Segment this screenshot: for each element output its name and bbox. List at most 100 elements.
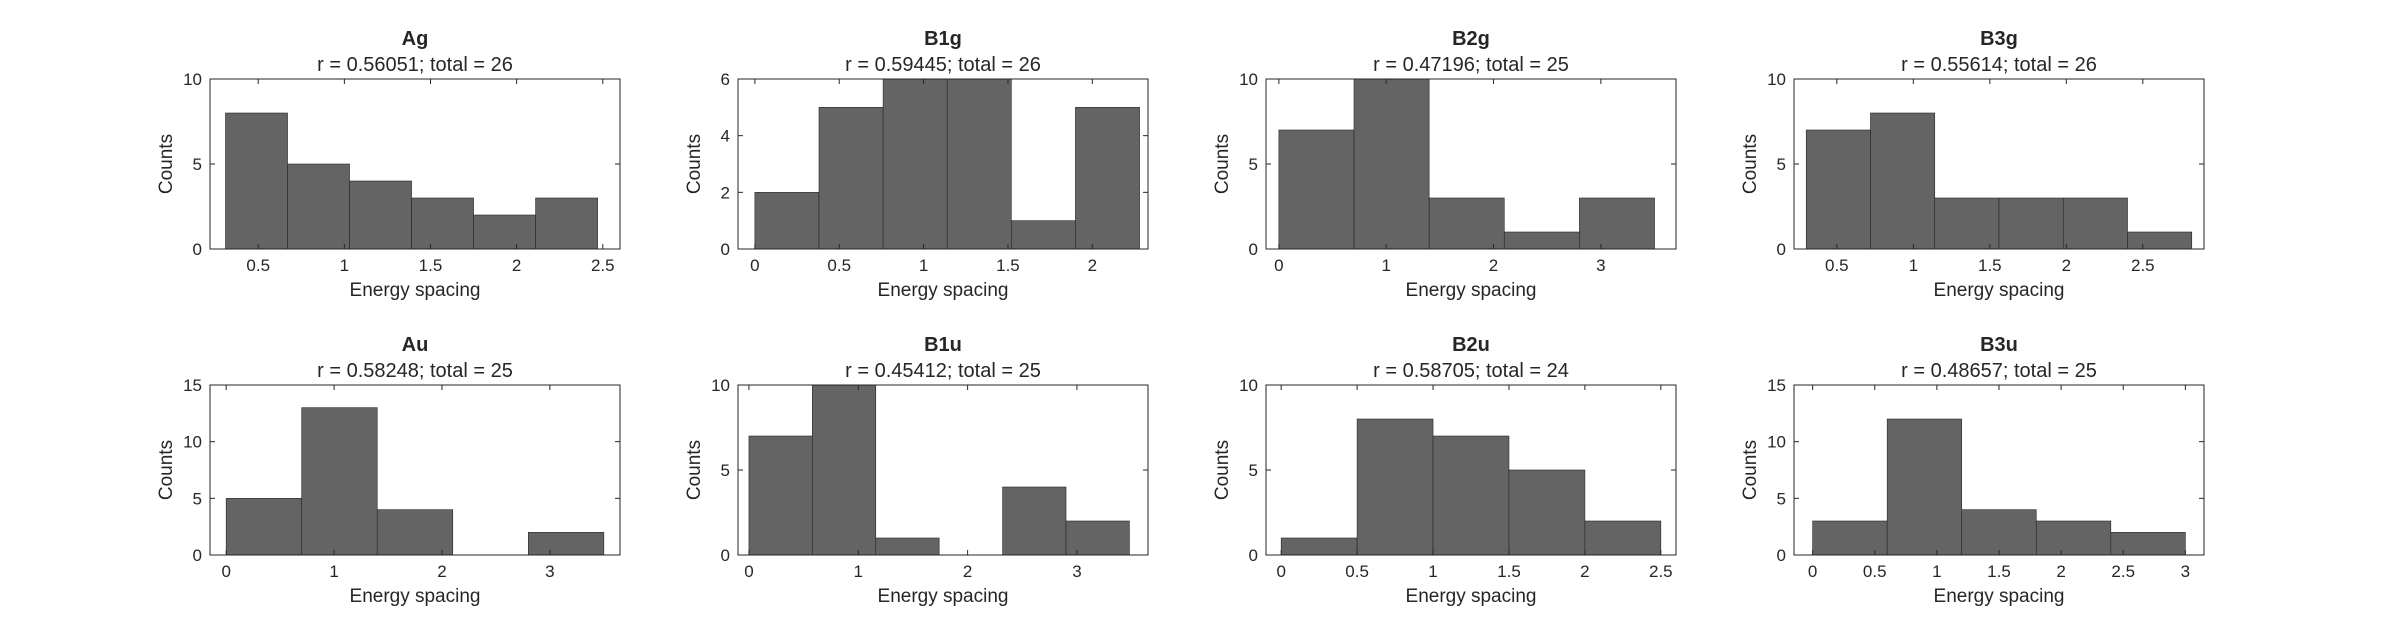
- histogram-bar: [225, 112, 288, 250]
- histogram-bar: [2110, 532, 2186, 556]
- histogram-bar: [225, 498, 303, 556]
- y-axis-label: Counts: [1740, 440, 1761, 500]
- histogram-bar: [2062, 197, 2128, 250]
- x-tick-label: 0: [744, 562, 753, 581]
- histogram-panel: 0.5 1 1.5 2 2.5 0 5 10 Ag r = 0.56051; total = 26…: [156, 28, 621, 301]
- panel-title: B3u: [1980, 334, 2018, 356]
- histogram-bar: [1961, 509, 2037, 556]
- histogram-bar: [1805, 129, 1871, 250]
- x-tick-label: 0.5: [246, 256, 270, 275]
- x-tick-label: 1.5: [1987, 562, 2011, 581]
- histogram-bar: [882, 78, 948, 250]
- x-tick-label: 2: [963, 562, 972, 581]
- y-tick-label: 5: [1249, 155, 1258, 174]
- x-tick-label: 2.5: [591, 256, 615, 275]
- histogram-bar: [812, 384, 877, 556]
- panel-title: B3g: [1980, 28, 2018, 50]
- histogram-bar: [1065, 520, 1130, 556]
- y-tick-label: 0: [193, 240, 202, 259]
- y-tick-label: 0: [1777, 240, 1786, 259]
- y-tick-label: 10: [711, 376, 730, 395]
- x-tick-label: 0: [750, 256, 759, 275]
- histogram-bar: [818, 107, 884, 250]
- panel-subtitle: r = 0.48657; total = 25: [1901, 360, 2097, 382]
- histogram-bar: [1934, 197, 2000, 250]
- histogram-bar: [527, 532, 605, 556]
- x-tick-label: 0.5: [1345, 562, 1369, 581]
- y-tick-label: 5: [1777, 155, 1786, 174]
- axes-frame: [209, 384, 621, 556]
- x-tick-label: 1: [1932, 562, 1941, 581]
- x-tick-label: 0.5: [1863, 562, 1887, 581]
- histogram-bar: [1579, 197, 1655, 250]
- histogram-bar: [1432, 435, 1510, 556]
- histogram-bar: [1503, 231, 1580, 250]
- x-tick-label: 1.5: [419, 256, 443, 275]
- x-tick-label: 3: [2181, 562, 2190, 581]
- y-tick-label: 0: [1249, 240, 1258, 259]
- histogram-bar: [535, 197, 598, 250]
- x-tick-label: 2: [1580, 562, 1589, 581]
- y-tick-label: 0: [721, 240, 730, 259]
- panel-subtitle: r = 0.56051; total = 26: [317, 54, 513, 76]
- y-tick-label: 5: [721, 461, 730, 480]
- x-tick-label: 0.5: [1825, 256, 1849, 275]
- y-axis-label: Counts: [684, 134, 705, 194]
- y-axis-label: Counts: [1212, 440, 1233, 500]
- y-tick-label: 10: [1239, 376, 1258, 395]
- histogram-bar: [2127, 231, 2193, 250]
- x-tick-label: 2.5: [2111, 562, 2135, 581]
- x-tick-label: 1: [1428, 562, 1437, 581]
- x-axis-label: Energy spacing: [1406, 586, 1537, 607]
- histogram-bar: [1356, 418, 1434, 556]
- histogram-panel: 0 0.5 1 1.5 2 0 2 4 6 B1g r = 0.59445; total = 26 E…: [684, 28, 1149, 301]
- histogram-bar: [1428, 197, 1505, 250]
- histogram-bar: [376, 509, 454, 556]
- x-tick-label: 1: [919, 256, 928, 275]
- x-tick-label: 0: [221, 562, 230, 581]
- y-axis-label: Counts: [156, 440, 177, 500]
- x-axis-label: Energy spacing: [1934, 586, 2065, 607]
- y-axis-label: Counts: [684, 440, 705, 500]
- x-tick-label: 0: [1276, 562, 1285, 581]
- x-tick-label: 0: [1808, 562, 1817, 581]
- y-tick-label: 10: [1239, 70, 1258, 89]
- histogram-bar: [1870, 112, 1936, 250]
- histogram-bar: [875, 537, 940, 556]
- panel-title: B1u: [924, 334, 962, 356]
- histogram-panel: 0 1 2 3 0 5 10 B2g r = 0.47196; total = 25 Energy…: [1212, 28, 1677, 301]
- y-tick-label: 15: [1767, 376, 1786, 395]
- x-tick-label: 1: [1909, 256, 1918, 275]
- x-tick-label: 1: [1381, 256, 1390, 275]
- histogram-bar: [1886, 418, 1963, 556]
- histogram-panel: 0 1 2 3 0 5 10 15 Au r = 0.58248; total = 25 Energ…: [156, 334, 621, 607]
- panel-subtitle: r = 0.58248; total = 25: [317, 360, 513, 382]
- x-tick-label: 1.5: [1497, 562, 1521, 581]
- y-tick-label: 5: [1777, 489, 1786, 508]
- x-tick-label: 2.5: [1649, 562, 1673, 581]
- histogram-bar: [287, 163, 350, 250]
- histogram-panel: 0 0.5 1 1.5 2 2.5 3 0 5 10 15 B3u r = 0.48657; total…: [1740, 334, 2205, 607]
- panel-subtitle: r = 0.55614; total = 26: [1901, 54, 2097, 76]
- x-tick-label: 2: [2062, 256, 2071, 275]
- panel-subtitle: r = 0.45412; total = 25: [845, 360, 1041, 382]
- histogram-panel: 0.5 1 1.5 2 2.5 0 5 10 B3g r = 0.55614; total = 2…: [1740, 28, 2205, 301]
- x-tick-label: 1.5: [996, 256, 1020, 275]
- y-tick-label: 5: [1249, 461, 1258, 480]
- panel-title: B2u: [1452, 334, 1490, 356]
- x-tick-label: 1.5: [1978, 256, 2002, 275]
- x-tick-label: 3: [1072, 562, 1081, 581]
- y-tick-label: 10: [1767, 70, 1786, 89]
- x-tick-label: 2: [437, 562, 446, 581]
- x-axis-label: Energy spacing: [878, 280, 1009, 301]
- histogram-bar: [1278, 129, 1355, 250]
- x-tick-label: 2: [2056, 562, 2065, 581]
- y-tick-label: 10: [183, 433, 202, 452]
- y-tick-label: 4: [721, 127, 730, 146]
- y-tick-label: 0: [1777, 546, 1786, 565]
- x-tick-label: 1: [854, 562, 863, 581]
- histogram-bar: [349, 180, 412, 250]
- histogram-bar: [1002, 486, 1067, 556]
- x-tick-label: 2.5: [2131, 256, 2155, 275]
